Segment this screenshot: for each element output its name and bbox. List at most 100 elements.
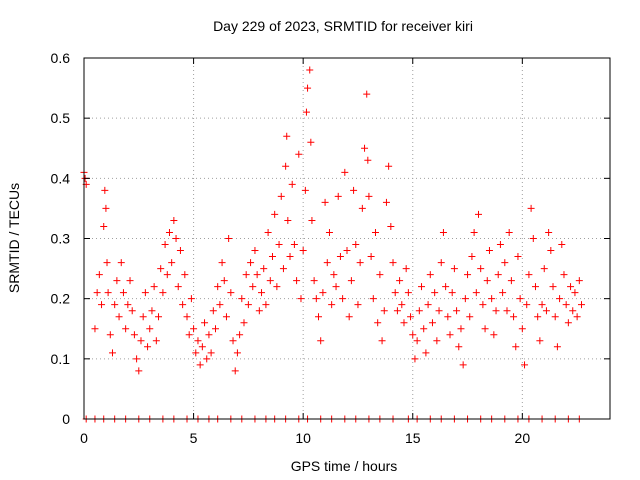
data-point [271,210,279,218]
data-point [455,343,463,351]
data-point [323,259,331,267]
data-point [547,247,555,255]
data-point [369,295,377,303]
data-point [130,331,138,339]
data-point [207,349,215,357]
data-point [343,247,351,255]
data-point [479,301,487,309]
data-point [249,283,257,291]
data-point [308,216,316,224]
data-point [396,277,404,285]
data-point [352,241,360,249]
data-point [133,355,141,363]
data-point [229,337,237,345]
data-point [231,367,239,375]
data-point [139,313,147,321]
data-point [150,283,158,291]
data-point [98,301,106,309]
data-point [575,277,583,285]
data-point [194,337,202,345]
data-point [275,241,283,249]
data-point [201,319,209,327]
data-point [393,307,401,315]
data-point [297,295,305,303]
data-point [448,289,456,297]
data-point [459,361,467,369]
data-point [339,295,347,303]
data-point [475,210,482,218]
data-point [152,337,160,345]
data-point [315,313,323,321]
data-point [176,247,184,255]
data-point [247,259,255,267]
data-point [310,277,318,285]
data-point [258,289,266,297]
data-point [540,265,548,273]
data-point [468,253,476,261]
data-point [279,265,287,273]
data-point [358,204,366,212]
data-point [488,295,496,303]
data-point [496,241,504,249]
data-point [422,349,430,357]
data-point [341,168,349,176]
data-point [407,313,415,321]
data-point [95,271,103,279]
data-point [424,301,432,309]
x-tick-label: 10 [295,430,311,446]
data-point [181,271,189,279]
data-point [573,313,581,321]
data-point [233,349,241,357]
data-point [562,301,570,309]
data-point [192,349,200,357]
data-point [558,241,566,249]
data-point [450,265,458,273]
y-tick-label: 0.1 [51,351,71,367]
data-point [433,337,441,345]
data-point [214,283,222,291]
data-point [426,271,434,279]
data-point [141,289,149,297]
data-point [157,265,165,273]
data-point [170,216,178,224]
data-point [453,307,461,315]
data-point [100,222,108,230]
data-point [301,186,309,194]
data-point [288,180,296,188]
data-point [266,277,274,285]
data-point [321,198,329,206]
data-point [302,108,310,116]
data-point [578,301,586,309]
data-point [464,271,472,279]
data-point [183,313,191,321]
data-point [286,253,294,261]
data-point [413,337,421,345]
data-point [325,228,333,236]
data-point [244,301,252,309]
data-point [418,283,426,291]
data-point [144,343,152,351]
data-point [159,289,167,297]
data-point [538,301,546,309]
data-point [330,271,338,279]
data-point [415,307,423,315]
data-point [122,325,130,333]
data-point [205,331,213,339]
data-point [411,355,419,363]
data-point [255,307,263,315]
data-point [446,331,454,339]
data-point [492,307,500,315]
data-point [516,295,524,303]
data-point [273,283,281,291]
data-point [553,343,561,351]
data-point [117,259,125,267]
data-point [253,271,261,279]
data-point [510,313,518,321]
data-point [391,289,399,297]
data-point [536,337,544,345]
data-point [525,271,533,279]
data-point [190,325,198,333]
data-point [466,313,474,321]
data-point [507,277,515,285]
x-tick-label: 15 [405,430,421,446]
